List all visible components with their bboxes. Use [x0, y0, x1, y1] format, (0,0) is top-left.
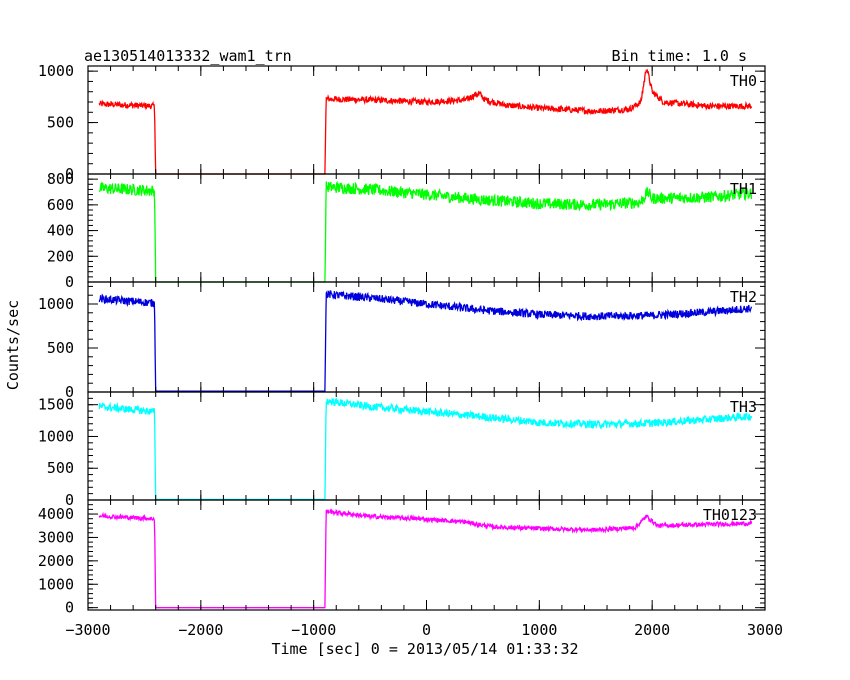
x-tick-labels: −3000 −2000 −1000 0 1000 2000 3000 — [65, 621, 783, 639]
x-tick-label: 3000 — [747, 621, 783, 639]
series-line-th0 — [98, 68, 753, 175]
x-tick-label: −3000 — [65, 621, 110, 639]
y-tick-label: 1000 — [38, 575, 74, 593]
y-tick-label: 500 — [47, 339, 74, 357]
series-line-th3 — [98, 397, 753, 501]
y-tick-label: 0 — [65, 165, 74, 183]
panel-frame — [87, 65, 766, 175]
chart-title: ae130514013332_wam1_trn — [84, 47, 292, 65]
panel-name-label: TH3 — [730, 398, 757, 416]
x-tick-label: 2000 — [634, 621, 670, 639]
y-tick-label: 0 — [65, 599, 74, 617]
y-tick-label: 200 — [47, 247, 74, 265]
panel-th0123: 0 1000 2000 3000 4000 TH0123 — [38, 499, 766, 617]
panel-name-label: TH0123 — [703, 506, 757, 524]
x-tick-label: −1000 — [291, 621, 336, 639]
panel-name-label: TH2 — [730, 288, 757, 306]
y-tick-label: 400 — [47, 222, 74, 240]
x-axis-label: Time [sec] 0 = 2013/05/14 01:33:32 — [271, 640, 578, 658]
panel-th2: 0 500 1000 TH2 — [38, 281, 766, 401]
panel-name-label: TH1 — [730, 180, 757, 198]
panel-th0: 0 500 1000 TH0 — [38, 62, 766, 183]
y-tick-label: 600 — [47, 196, 74, 214]
y-tick-label: 0 — [65, 491, 74, 509]
series-line-th0123 — [98, 508, 753, 609]
series-line-th2 — [98, 290, 753, 392]
panel-name-label: TH0 — [730, 72, 757, 90]
bin-time-label: Bin time: 1.0 s — [612, 47, 747, 65]
y-tick-label: 2000 — [38, 552, 74, 570]
panel-frame — [87, 391, 766, 501]
y-tick-label: 800 — [47, 170, 74, 188]
panel-th3: 0 500 1000 1500 TH3 — [38, 391, 766, 509]
series-line-th1 — [99, 180, 753, 283]
y-axis-label: Counts/sec — [4, 300, 22, 390]
panels-group: 0 500 1000 TH0 0 200 400 600 800 TH1 0 500 1000 TH2 0 5… — [38, 62, 766, 617]
y-tick-label: 1000 — [38, 295, 74, 313]
y-tick-label: 4000 — [38, 505, 74, 523]
x-tick-label: 0 — [422, 621, 431, 639]
x-tick-label: 1000 — [521, 621, 557, 639]
y-tick-label: 500 — [47, 459, 74, 477]
x-tick-label: −2000 — [178, 621, 223, 639]
y-tick-label: 0 — [65, 383, 74, 401]
y-tick-label: 1000 — [38, 427, 74, 445]
y-tick-label: 3000 — [38, 528, 74, 546]
y-tick-label: 0 — [65, 273, 74, 291]
y-tick-label: 1500 — [38, 396, 74, 414]
y-tick-label: 500 — [47, 114, 74, 132]
panel-th1: 0 200 400 600 800 TH1 — [47, 170, 766, 291]
panel-frame — [87, 499, 766, 611]
y-tick-label: 1000 — [38, 62, 74, 80]
panel-frame — [87, 281, 766, 393]
